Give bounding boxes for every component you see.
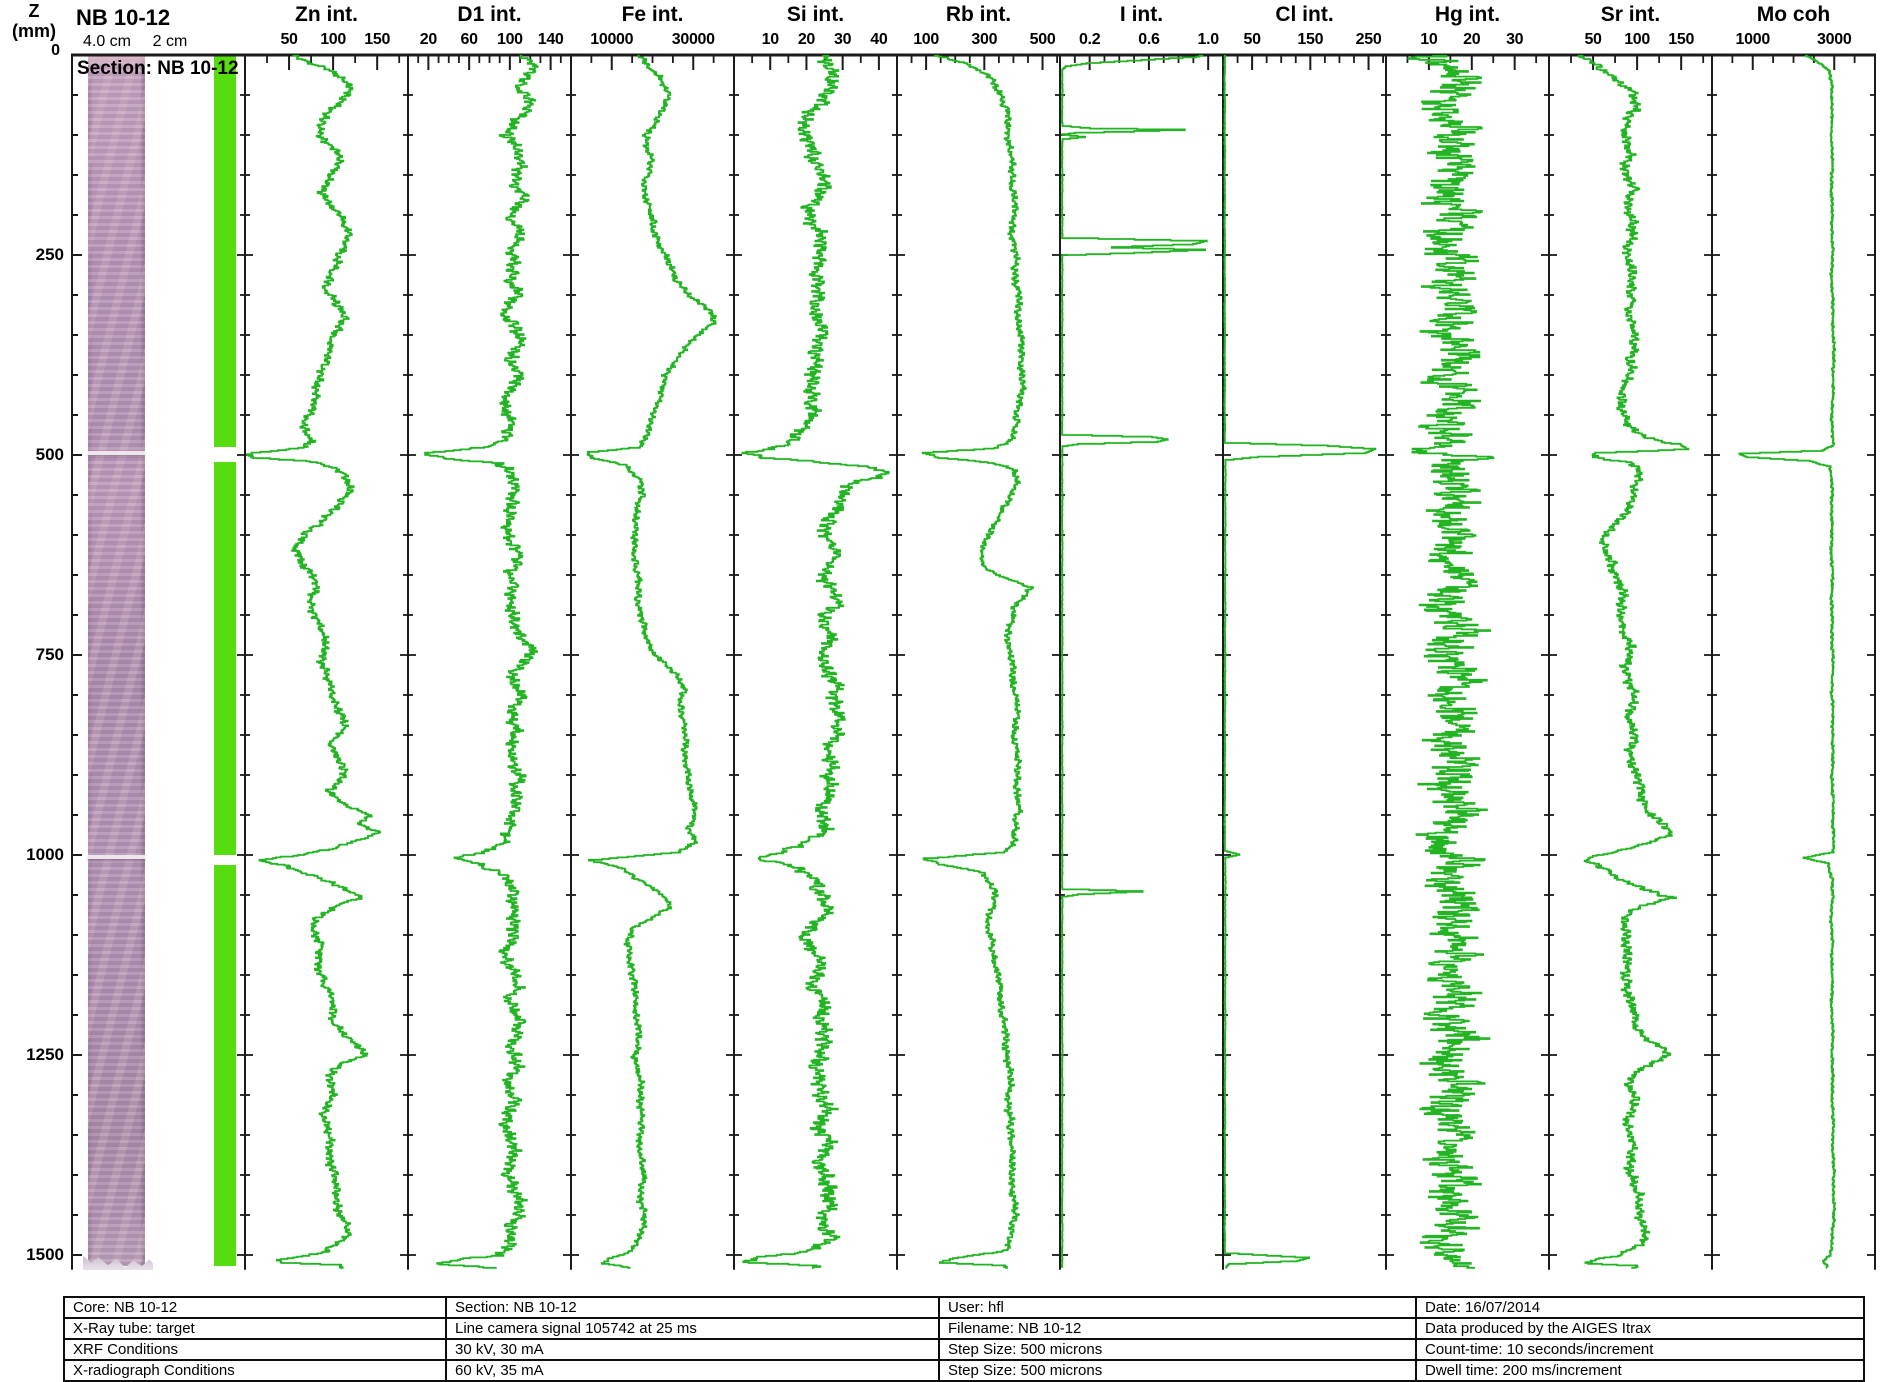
optical-scale-label: 4.0 cm — [82, 33, 131, 50]
info-cell: Data produced by the AIGES Itrax — [1415, 1317, 1865, 1340]
panel-title-sr: Sr int. — [1600, 3, 1661, 26]
panel-title-d1: D1 int. — [457, 3, 522, 26]
axis-tick-label: 100 — [1624, 31, 1650, 48]
axis-tick-label: 50 — [1584, 31, 1602, 48]
z-axis-unit: (mm) — [12, 21, 56, 41]
info-cell: Date: 16/07/2014 — [1415, 1296, 1865, 1319]
panel-title-fe: Fe int. — [621, 3, 684, 26]
info-cell: XRF Conditions — [63, 1338, 447, 1361]
axis-tick-label: 10 — [761, 31, 780, 48]
axis-tick-label: 10000 — [590, 31, 634, 48]
trace-hg — [1407, 54, 1495, 1269]
axis-tick-label: 1.0 — [1197, 31, 1220, 48]
axis-tick-label: 60 — [460, 31, 479, 48]
info-cell: Step Size: 500 microns — [938, 1359, 1417, 1382]
axis-tick-label: 300 — [971, 31, 998, 48]
depth-label: 250 — [35, 245, 64, 264]
info-cell: X-Ray tube: target — [63, 1317, 447, 1340]
axis-tick-label: 0.6 — [1138, 31, 1160, 48]
axis-tick-label: 3000 — [1817, 31, 1852, 48]
axis-tick-label: 50 — [1243, 31, 1261, 48]
trace-rb — [921, 54, 1034, 1269]
trace-i — [1060, 54, 1208, 1268]
xray-scale-label: 2 cm — [152, 33, 188, 50]
axis-tick-label: 30 — [834, 31, 852, 48]
info-row: X-radiograph Conditions 60 kV, 35 mA Step … — [63, 1359, 1865, 1382]
axis-tick-label: 50 — [280, 31, 298, 48]
info-cell: Dwell time: 200 ms/increment — [1415, 1359, 1865, 1382]
info-cell: Core: NB 10-12 — [63, 1296, 447, 1319]
axis-tick-label: 40 — [870, 31, 888, 48]
panel-title-si: Si int. — [786, 3, 845, 26]
info-cell: Section: NB 10-12 — [445, 1296, 940, 1319]
info-cell: User: hfl — [938, 1296, 1417, 1319]
axis-tick-label: 100 — [913, 31, 939, 48]
axis-tick-label: 500 — [1029, 31, 1056, 48]
core-optical-image — [83, 55, 153, 1270]
z-axis-title: Z — [28, 1, 40, 21]
info-table: Core: NB 10-12 Section: NB 10-12 User: hfl… — [63, 1296, 1865, 1382]
axis-tick-label: 150 — [1668, 31, 1695, 48]
depth-label: 500 — [35, 445, 64, 464]
axis-tick-label: 150 — [1297, 31, 1324, 48]
panel-title-mo: Mo coh — [1756, 3, 1831, 26]
panel-title-i: I int. — [1119, 3, 1164, 26]
info-row: XRF Conditions 30 kV, 30 mA Step Size: 500… — [63, 1338, 1865, 1361]
axis-tick-label: 10 — [1420, 31, 1438, 48]
depth-label: 750 — [35, 645, 64, 664]
core-section-break — [88, 855, 145, 860]
trace-si — [741, 54, 890, 1269]
info-cell: 30 kV, 30 mA — [445, 1338, 940, 1361]
axis-tick-label: 150 — [364, 31, 391, 48]
panel-title-hg: Hg int. — [1434, 3, 1501, 26]
axis-tick-label: 140 — [537, 31, 564, 48]
axis-tick-label: 20 — [797, 31, 816, 48]
trace-d1 — [424, 54, 539, 1269]
axis-tick-label: 20 — [1463, 31, 1481, 48]
axis-tick-label: 250 — [1355, 31, 1382, 48]
section-overlay-label: Section: NB 10-12 — [77, 58, 239, 79]
axis-tick-label: 0.2 — [1078, 31, 1101, 48]
info-row: X-Ray tube: target Line camera signal 105… — [63, 1317, 1865, 1340]
info-cell: Filename: NB 10-12 — [938, 1317, 1417, 1340]
axis-tick-label: 1000 — [1735, 31, 1771, 48]
trace-mo — [1738, 54, 1836, 1269]
info-cell: Step Size: 500 microns — [938, 1338, 1417, 1361]
axis-tick-label: 30000 — [671, 31, 715, 48]
validity-bar-segment — [214, 55, 236, 447]
axis-tick-label: 20 — [419, 31, 438, 48]
trace-fe — [586, 54, 717, 1269]
trace-zn — [246, 54, 381, 1269]
info-cell: Line camera signal 105742 at 25 ms — [445, 1317, 940, 1340]
depth-label: 1500 — [26, 1245, 64, 1264]
info-cell: 60 kV, 35 mA — [445, 1359, 940, 1382]
info-row: Core: NB 10-12 Section: NB 10-12 User: hfl… — [63, 1296, 1865, 1319]
panel-title-zn: Zn int. — [295, 3, 358, 26]
info-cell: Count-time: 10 seconds/increment — [1415, 1338, 1865, 1361]
panel-title-rb: Rb int. — [945, 3, 1012, 26]
trace-sr — [1577, 54, 1690, 1269]
axis-tick-label: 100 — [320, 31, 346, 48]
validity-bar-segment — [214, 462, 236, 855]
core-title: NB 10-12 — [76, 5, 171, 30]
depth-label: 1250 — [26, 1045, 64, 1064]
depth-label: 1000 — [26, 845, 64, 864]
validity-bar-segment — [214, 865, 236, 1267]
panel-title-cl: Cl int. — [1275, 3, 1334, 26]
core-section-break — [88, 450, 145, 455]
trace-cl — [1223, 54, 1377, 1269]
info-cell: X-radiograph Conditions — [63, 1359, 447, 1382]
depth-zero-label: 0 — [51, 42, 60, 59]
axis-tick-label: 100 — [496, 31, 523, 48]
axis-tick-label: 30 — [1506, 31, 1524, 48]
